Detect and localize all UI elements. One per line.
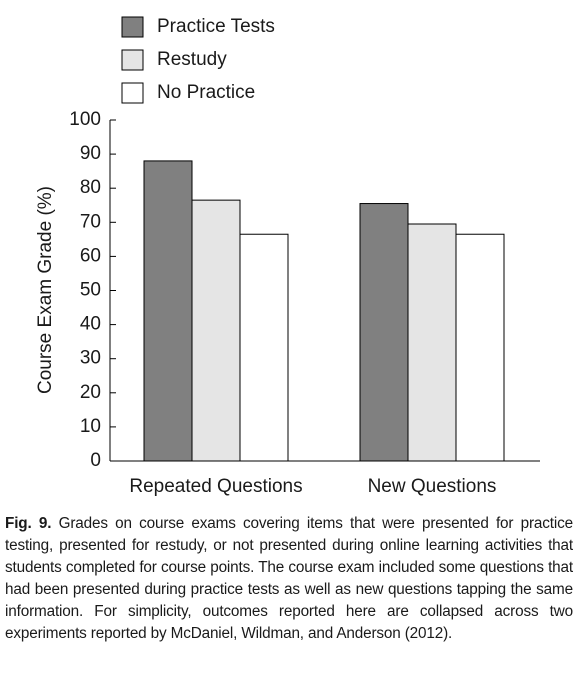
bar — [407, 223, 457, 462]
caption: Fig. 9. Grades on course exams covering … — [5, 513, 573, 645]
y-tick-label: 50 — [80, 280, 101, 301]
y-tick-label: 10 — [80, 416, 101, 437]
legend-swatch — [121, 16, 144, 38]
caption-text: Grades on course exams covering items th… — [5, 515, 573, 642]
y-tick-label: 0 — [90, 450, 101, 471]
bar — [239, 233, 289, 462]
legend-label: No Practice — [157, 82, 255, 103]
legend-swatch — [121, 49, 144, 71]
y-tick-label: 80 — [80, 177, 101, 198]
y-axis-label: Course Exam Grade (%) — [35, 186, 56, 394]
y-tick-label: 100 — [69, 109, 101, 130]
y-tick-label: 90 — [80, 143, 101, 164]
legend-swatch — [121, 82, 144, 104]
bar — [455, 233, 505, 462]
y-tick-label: 60 — [80, 245, 101, 266]
figure-label: Fig. 9. — [5, 515, 52, 532]
legend-label: Restudy — [157, 49, 227, 70]
y-tick-label: 40 — [80, 314, 101, 335]
y-tick-label: 70 — [80, 211, 101, 232]
bar — [359, 203, 409, 462]
x-tick-label: New Questions — [368, 476, 497, 497]
y-tick-label: 30 — [80, 348, 101, 369]
legend-label: Practice Tests — [157, 16, 275, 37]
bar — [191, 199, 241, 462]
bar — [143, 160, 193, 462]
chart: Course Exam Grade (%) 0 10 20 30 40 50 60 70 80 9… — [35, 16, 540, 497]
x-tick-label: Repeated Questions — [129, 476, 302, 497]
y-tick-label: 20 — [80, 382, 101, 403]
